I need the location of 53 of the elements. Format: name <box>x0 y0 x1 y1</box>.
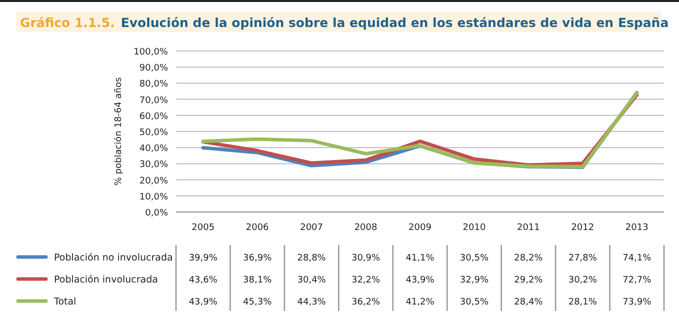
y-tick-label: 0,0% <box>145 208 168 218</box>
data-label: 32,9% <box>460 276 489 286</box>
y-tick-label: 20,0% <box>139 176 168 186</box>
data-label: 28,8% <box>297 254 326 264</box>
data-label: 41,1% <box>406 254 435 264</box>
text: Gráfico 1.1.5. <box>20 15 115 30</box>
data-label: 36,9% <box>243 254 272 264</box>
data-label: 73,9% <box>622 298 652 308</box>
data-label: 36,2% <box>351 298 381 308</box>
data-label: 28,2% <box>514 254 544 264</box>
x-tick-label: 2009 <box>408 223 432 233</box>
data-label: 29,2% <box>514 276 544 286</box>
chart-subtitle: Evolución de la opinión sobre la equidad en los estándares de vida en España <box>120 15 669 30</box>
x-tick-label: 2011 <box>516 223 540 233</box>
legend-label: Total <box>53 296 76 308</box>
y-tick-label: 40,0% <box>139 144 168 154</box>
y-tick-label: 70,0% <box>139 96 168 106</box>
data-label: 38,1% <box>243 276 272 286</box>
x-tick-label: 2008 <box>354 223 378 233</box>
data-label: 45,3% <box>243 298 272 308</box>
data-label: 43,6% <box>188 276 218 286</box>
legend-label: Población no involucrada <box>54 252 173 264</box>
data-label: 30,4% <box>297 276 326 286</box>
x-tick-label: 2010 <box>462 223 486 233</box>
x-tick-label: 2013 <box>625 223 648 233</box>
data-label: 27,8% <box>568 254 598 264</box>
y-tick-label: 30,0% <box>139 160 168 170</box>
data-label: 39,9% <box>188 254 218 264</box>
data-label: 43,9% <box>406 276 435 286</box>
legend-label: Población involucrada <box>54 274 158 286</box>
y-tick-label: 100,0% <box>134 48 168 58</box>
y-axis-title: % población 18-64 años <box>113 77 124 186</box>
data-label: 72,7% <box>622 276 652 286</box>
x-tick-label: 2006 <box>246 223 270 233</box>
data-label: 41,2% <box>406 298 435 308</box>
y-tick-label: 90,0% <box>139 64 168 74</box>
data-label: 30,2% <box>568 276 598 286</box>
x-tick-label: 2012 <box>571 223 594 233</box>
data-label: 30,5% <box>460 254 489 264</box>
data-label: 43,9% <box>188 298 218 308</box>
data-label: 30,5% <box>460 298 489 308</box>
y-tick-label: 80,0% <box>139 80 168 90</box>
y-tick-label: 10,0% <box>139 192 168 202</box>
x-tick-label: 2007 <box>300 223 324 233</box>
data-label: 30,9% <box>351 254 381 264</box>
data-label: 28,1% <box>568 298 598 308</box>
y-tick-label: 60,0% <box>139 112 168 122</box>
data-label: 74,1% <box>622 254 652 264</box>
data-label: 44,3% <box>297 298 326 308</box>
data-label: 28,4% <box>514 298 544 308</box>
data-label: 32,2% <box>351 276 381 286</box>
x-tick-label: 2005 <box>192 223 215 233</box>
y-tick-label: 50,0% <box>139 128 168 138</box>
